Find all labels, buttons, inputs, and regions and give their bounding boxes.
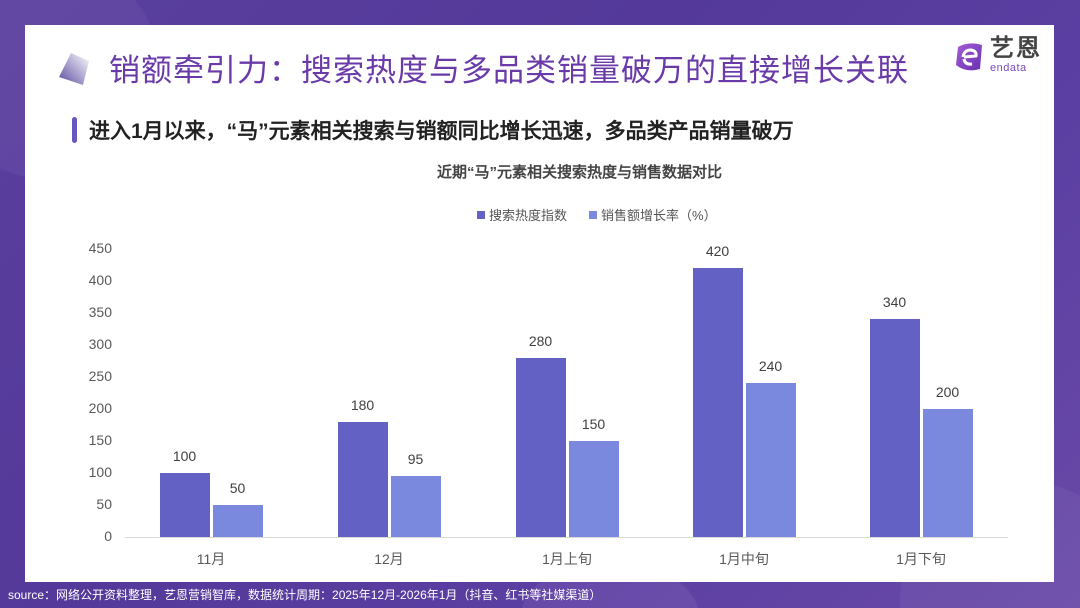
bar-search-index xyxy=(337,421,388,537)
legend-label-sales: 销售额增长率（%） xyxy=(601,208,717,223)
slide-subtitle: 进入1月以来，“马”元素相关搜索与销额同比增长迅速，多品类产品销量破万 xyxy=(89,120,794,143)
chart-title: 近期“马”元素相关搜索热度与销售数据对比 xyxy=(436,164,722,181)
bar-value-label: 200 xyxy=(935,384,960,400)
bar-search-index xyxy=(515,357,566,537)
bar-value-label: 95 xyxy=(407,451,424,468)
x-category-label: 1月上旬 xyxy=(542,551,592,567)
subtitle-accent-bar xyxy=(72,117,77,143)
chart-legend: 搜索热度指数 销售额增长率（%） xyxy=(477,205,717,224)
y-tick-label: 250 xyxy=(88,368,112,384)
bar-sales-growth xyxy=(922,409,973,537)
x-category-label: 11月 xyxy=(196,551,226,567)
slide-title: 销额牵引力：搜索热度与多品类销量破万的直接增长关联 xyxy=(109,52,909,88)
bar-search-index xyxy=(692,268,743,537)
slide-card: 销额牵引力：搜索热度与多品类销量破万的直接增长关联 艺恩 endata 进入1月… xyxy=(25,25,1054,582)
bar-sales-growth xyxy=(745,383,796,537)
y-tick-label: 450 xyxy=(88,240,112,256)
legend-item-search: 搜索热度指数 xyxy=(477,205,567,224)
bar-search-index xyxy=(869,319,920,537)
bar-value-label: 100 xyxy=(172,448,197,464)
y-tick-label: 150 xyxy=(88,432,112,448)
cube-icon xyxy=(59,53,89,85)
y-tick-label: 0 xyxy=(104,528,112,544)
x-category-label: 1月中旬 xyxy=(719,551,769,567)
x-category-label: 1月下旬 xyxy=(896,551,946,567)
bar-value-label: 240 xyxy=(758,358,783,375)
y-tick-label: 50 xyxy=(96,496,112,512)
bar-sales-growth xyxy=(212,505,263,537)
y-tick-label: 400 xyxy=(88,272,112,288)
bar-chart: 0 50 100 150 200 250 300 350 400 450 100 50 11月 180 95… xyxy=(25,25,1054,582)
bar-value-label: 180 xyxy=(350,396,375,413)
legend-swatch-search xyxy=(477,210,485,219)
brand-logo: 艺恩 endata xyxy=(952,37,1042,74)
bar-sales-growth xyxy=(568,441,619,537)
y-tick-label: 300 xyxy=(88,336,112,352)
y-tick-label: 200 xyxy=(88,400,112,416)
bar-value-label: 340 xyxy=(882,294,907,311)
logo-cn-text: 艺恩 xyxy=(990,35,1042,62)
x-category-label: 12月 xyxy=(374,551,404,567)
y-tick-label: 100 xyxy=(88,464,112,480)
y-tick-label: 350 xyxy=(88,304,112,320)
bar-value-label: 420 xyxy=(705,243,730,260)
source-note: source：网络公开资料整理，艺恩营销智库，数据统计周期：2025年12月-2… xyxy=(8,588,602,602)
legend-label-search: 搜索热度指数 xyxy=(489,208,568,223)
bar-value-label: 150 xyxy=(581,416,606,432)
legend-item-sales: 销售额增长率（%） xyxy=(589,205,717,224)
endata-logo-icon xyxy=(956,42,982,70)
x-axis-line xyxy=(125,537,1008,538)
subtitle-row: 进入1月以来，“马”元素相关搜索与销额同比增长迅速，多品类产品销量破万 xyxy=(72,115,794,145)
bar-sales-growth xyxy=(390,476,441,537)
bar-value-label: 50 xyxy=(229,480,246,496)
title-row: 销额牵引力：搜索热度与多品类销量破万的直接增长关联 xyxy=(55,39,909,95)
bar-value-label: 280 xyxy=(528,332,553,349)
logo-en-text: endata xyxy=(990,62,1027,74)
bar-search-index xyxy=(159,473,210,537)
legend-swatch-sales xyxy=(589,210,598,219)
